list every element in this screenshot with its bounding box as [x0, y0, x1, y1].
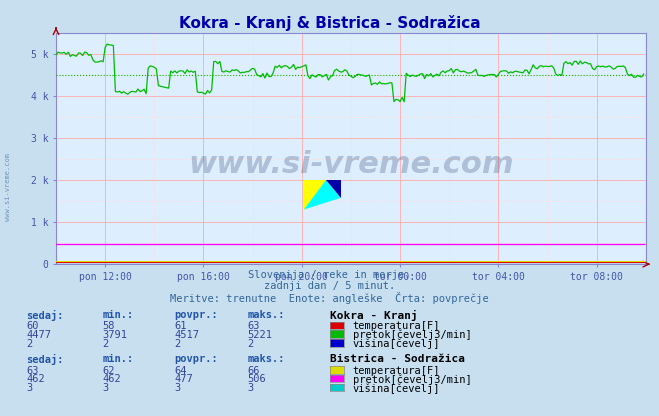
Text: 3: 3 — [247, 383, 253, 393]
Text: temperatura[F]: temperatura[F] — [353, 366, 440, 376]
Text: 477: 477 — [175, 374, 193, 384]
Text: 4517: 4517 — [175, 330, 200, 340]
Text: 506: 506 — [247, 374, 266, 384]
Text: 62: 62 — [102, 366, 115, 376]
Text: 66: 66 — [247, 366, 260, 376]
Text: maks.:: maks.: — [247, 310, 285, 320]
Text: 60: 60 — [26, 321, 39, 331]
Text: 3: 3 — [102, 383, 108, 393]
Text: 64: 64 — [175, 366, 187, 376]
Text: Slovenija / reke in morje.: Slovenija / reke in morje. — [248, 270, 411, 280]
Text: 2: 2 — [175, 339, 181, 349]
Text: 63: 63 — [26, 366, 39, 376]
Text: 3791: 3791 — [102, 330, 127, 340]
Text: višina[čevelj]: višina[čevelj] — [353, 383, 440, 394]
Text: min.:: min.: — [102, 354, 133, 364]
Text: www.si-vreme.com: www.si-vreme.com — [188, 150, 514, 179]
Polygon shape — [304, 180, 326, 210]
Text: sedaj:: sedaj: — [26, 354, 64, 366]
Text: Bistrica - Sodražica: Bistrica - Sodražica — [330, 354, 465, 364]
Text: Meritve: trenutne  Enote: angleške  Črta: povprečje: Meritve: trenutne Enote: angleške Črta: … — [170, 292, 489, 304]
Text: pretok[čevelj3/min]: pretok[čevelj3/min] — [353, 330, 471, 340]
Text: 3: 3 — [26, 383, 32, 393]
Text: 63: 63 — [247, 321, 260, 331]
Text: 3: 3 — [175, 383, 181, 393]
Text: višina[čevelj]: višina[čevelj] — [353, 339, 440, 349]
Text: Kokra - Kranj: Kokra - Kranj — [330, 310, 417, 321]
Text: sedaj:: sedaj: — [26, 310, 64, 321]
Text: 61: 61 — [175, 321, 187, 331]
Text: povpr.:: povpr.: — [175, 310, 218, 320]
Text: 2: 2 — [102, 339, 108, 349]
Text: 462: 462 — [26, 374, 45, 384]
Text: 58: 58 — [102, 321, 115, 331]
Polygon shape — [326, 180, 341, 198]
Text: povpr.:: povpr.: — [175, 354, 218, 364]
Text: www.si-vreme.com: www.si-vreme.com — [5, 153, 11, 221]
Polygon shape — [304, 180, 341, 210]
Text: 2: 2 — [247, 339, 253, 349]
Text: 5221: 5221 — [247, 330, 272, 340]
Text: pretok[čevelj3/min]: pretok[čevelj3/min] — [353, 374, 471, 385]
Text: temperatura[F]: temperatura[F] — [353, 321, 440, 331]
Text: 2: 2 — [26, 339, 32, 349]
Text: Kokra - Kranj & Bistrica - Sodražica: Kokra - Kranj & Bistrica - Sodražica — [179, 15, 480, 30]
Text: zadnji dan / 5 minut.: zadnji dan / 5 minut. — [264, 281, 395, 291]
Text: maks.:: maks.: — [247, 354, 285, 364]
Text: 4477: 4477 — [26, 330, 51, 340]
Text: 462: 462 — [102, 374, 121, 384]
Text: min.:: min.: — [102, 310, 133, 320]
